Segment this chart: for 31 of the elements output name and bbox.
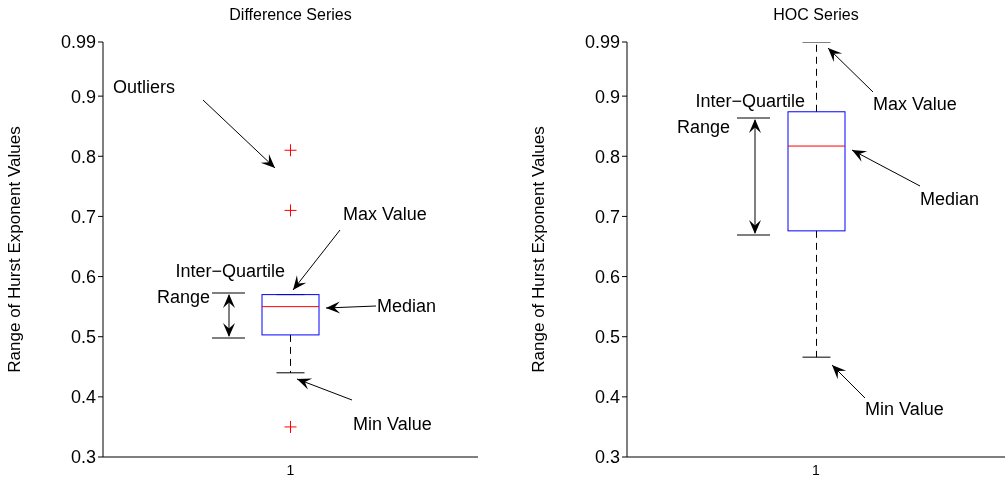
y-tick-label: 0.9 — [594, 86, 620, 107]
y-tick-label: 0.6 — [70, 266, 96, 287]
chart-title: Difference Series — [228, 6, 353, 24]
y-tick-label: 0.8 — [70, 146, 96, 167]
y-tick-label: 0.6 — [594, 266, 620, 287]
annotation: Min Value — [865, 398, 944, 419]
annotation: Max Value — [343, 203, 427, 224]
y-tick-label: 0.4 — [70, 387, 96, 408]
annotation: Min Value — [353, 413, 432, 434]
annotation: Median — [920, 188, 980, 209]
y-tick-label: 0.8 — [594, 146, 620, 167]
annotation: Inter−Quartile Range — [156, 260, 285, 307]
x-tick-label: 1 — [812, 461, 821, 478]
annotation: Max Value — [873, 93, 957, 114]
y-axis-title: Range of Hurst Exponent Values — [5, 126, 25, 373]
annotation: Outliers — [113, 76, 176, 97]
y-axis-title: Range of Hurst Exponent Values — [529, 126, 549, 373]
chart-title: HOC Series — [772, 6, 860, 24]
y-tick-label: 0.5 — [70, 327, 96, 348]
y-tick-label: 0.3 — [70, 447, 96, 468]
y-tick-label: 0.7 — [70, 206, 96, 227]
y-tick-label: 0.9 — [70, 86, 96, 107]
y-tick-label: 0.5 — [594, 327, 620, 348]
y-tick-label: 0.99 — [60, 32, 96, 53]
y-tick-label: 0.4 — [594, 387, 620, 408]
y-tick-label: 0.99 — [584, 32, 620, 53]
y-tick-label: 0.7 — [594, 206, 620, 227]
annotation: Inter−Quartile Range — [676, 90, 805, 137]
x-tick-label: 1 — [286, 461, 295, 478]
y-tick-label: 0.3 — [594, 447, 620, 468]
annotation: Median — [377, 295, 437, 316]
